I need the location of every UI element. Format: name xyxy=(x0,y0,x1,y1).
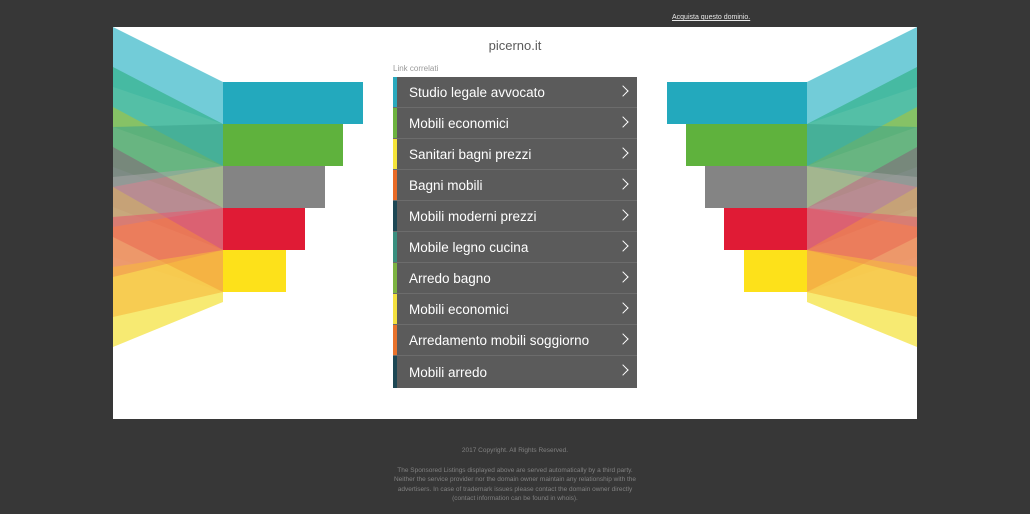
buy-domain-link[interactable]: Acquista questo dominio. xyxy=(672,14,751,21)
related-links-list: Studio legale avvocato Mobili economici Sa… xyxy=(393,77,637,388)
link-accent-stripe xyxy=(393,232,397,262)
related-link-label: Arredamento mobili soggiorno xyxy=(409,332,590,348)
link-accent-stripe xyxy=(393,108,397,138)
related-link-label: Mobile legno cucina xyxy=(409,239,529,255)
link-accent-stripe xyxy=(393,294,397,324)
link-accent-stripe xyxy=(393,325,397,355)
related-link-label: Mobili moderni prezzi xyxy=(409,208,537,224)
link-accent-stripe xyxy=(393,263,397,293)
related-link-item[interactable]: Arredamento mobili soggiorno xyxy=(393,325,637,356)
chevron-right-icon xyxy=(617,209,629,221)
related-links-label: Link correlati xyxy=(393,64,439,73)
copyright-text: 2017 Copyright. All Rights Reserved. xyxy=(461,447,569,454)
left-bars xyxy=(223,82,363,292)
link-accent-stripe xyxy=(393,139,397,169)
related-link-label: Mobili economici xyxy=(409,115,509,131)
related-link-label: Sanitari bagni prezzi xyxy=(409,146,532,162)
related-link-item[interactable]: Bagni mobili xyxy=(393,170,637,201)
footer: 2017 Copyright. All Rights Reserved. The… xyxy=(390,446,640,514)
related-link-label: Mobili arredo xyxy=(409,364,488,380)
related-link-item[interactable]: Studio legale avvocato xyxy=(393,77,637,108)
left-wing xyxy=(113,27,223,347)
right-wing xyxy=(807,27,917,347)
chevron-right-icon xyxy=(617,240,629,252)
decorative-wings xyxy=(113,27,917,347)
chevron-right-icon xyxy=(617,178,629,190)
chevron-right-icon xyxy=(617,333,629,345)
chevron-right-icon xyxy=(617,302,629,314)
related-link-item[interactable]: Mobili arredo xyxy=(393,356,637,388)
chevron-right-icon xyxy=(617,271,629,283)
related-link-item[interactable]: Mobili economici xyxy=(393,108,637,139)
right-bars xyxy=(667,82,807,292)
related-link-item[interactable]: Sanitari bagni prezzi xyxy=(393,139,637,170)
link-accent-stripe xyxy=(393,356,397,388)
link-accent-stripe xyxy=(393,77,397,107)
related-link-item[interactable]: Mobili moderni prezzi xyxy=(393,201,637,232)
chevron-right-icon xyxy=(617,116,629,128)
related-link-label: Arredo bagno xyxy=(409,270,491,286)
chevron-right-icon xyxy=(617,364,629,376)
related-link-label: Bagni mobili xyxy=(409,177,483,193)
disclaimer-text: The Sponsored Listings displayed above a… xyxy=(393,466,637,503)
related-link-item[interactable]: Arredo bagno xyxy=(393,263,637,294)
related-link-label: Studio legale avvocato xyxy=(409,84,545,100)
link-accent-stripe xyxy=(393,170,397,200)
main-panel: picerno.it Link correlati Studio legale … xyxy=(113,27,917,419)
link-accent-stripe xyxy=(393,201,397,231)
chevron-right-icon xyxy=(617,85,629,97)
related-link-item[interactable]: Mobili economici xyxy=(393,294,637,325)
site-name: picerno.it xyxy=(488,38,542,53)
related-link-label: Mobili economici xyxy=(409,301,509,317)
chevron-right-icon xyxy=(617,147,629,159)
related-link-item[interactable]: Mobile legno cucina xyxy=(393,232,637,263)
